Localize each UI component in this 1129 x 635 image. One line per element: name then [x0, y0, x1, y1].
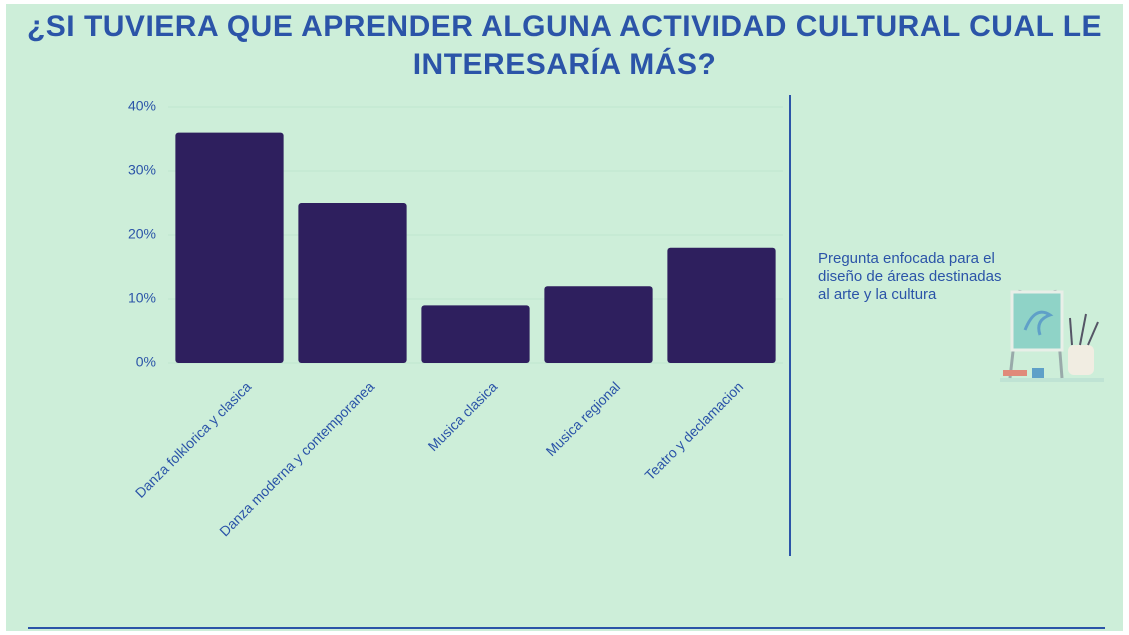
y-tick-label: 20% — [128, 226, 156, 242]
annotation: Pregunta enfocada para el diseño de área… — [818, 250, 1002, 303]
bar — [667, 247, 776, 363]
easel-icon — [1000, 289, 1104, 382]
bar — [544, 286, 653, 363]
y-tick-label: 0% — [136, 354, 156, 370]
x-tick-label: Teatro y declamacion — [641, 378, 746, 483]
bar — [298, 203, 407, 363]
y-tick-label: 40% — [128, 98, 156, 114]
y-tick-label: 10% — [128, 290, 156, 306]
chart-title: ¿SI TUVIERA QUE APRENDER ALGUNA ACTIVIDA… — [26, 10, 1103, 81]
x-tick-label: Musica clasica — [425, 378, 501, 454]
x-tick-label: Danza folklorica y clasica — [132, 378, 255, 501]
x-tick-label: Musica regional — [543, 378, 624, 459]
y-tick-label: 30% — [128, 162, 156, 178]
bar — [421, 305, 530, 363]
bar — [175, 132, 284, 363]
